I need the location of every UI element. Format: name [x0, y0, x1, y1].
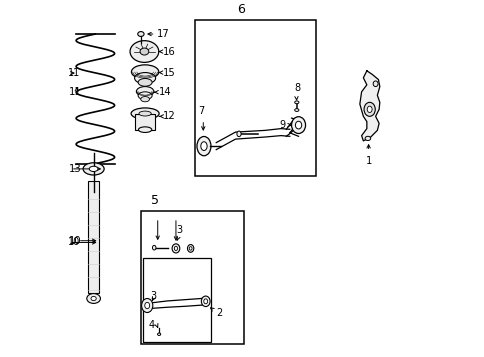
Ellipse shape [197, 136, 211, 156]
Bar [88, 181, 99, 293]
Text: 6: 6 [237, 3, 244, 16]
Ellipse shape [201, 296, 210, 307]
Bar [141, 211, 244, 344]
Bar [135, 114, 154, 130]
Ellipse shape [174, 246, 177, 251]
Ellipse shape [130, 41, 158, 62]
Ellipse shape [138, 127, 151, 132]
Ellipse shape [152, 245, 156, 250]
Text: 4: 4 [148, 321, 154, 331]
Ellipse shape [172, 244, 180, 253]
Ellipse shape [200, 142, 207, 151]
Ellipse shape [141, 298, 152, 312]
Text: 10: 10 [68, 237, 80, 247]
Text: 10: 10 [69, 236, 82, 246]
Polygon shape [359, 71, 379, 141]
Text: 3: 3 [150, 291, 156, 301]
Ellipse shape [294, 101, 298, 104]
Text: 7: 7 [197, 106, 204, 116]
Ellipse shape [236, 131, 241, 137]
Text: 14: 14 [158, 87, 171, 97]
Ellipse shape [136, 86, 153, 96]
Ellipse shape [83, 163, 104, 175]
Text: 15: 15 [162, 67, 175, 77]
Ellipse shape [363, 102, 375, 116]
Ellipse shape [295, 121, 301, 129]
Bar [195, 20, 316, 176]
Text: 11: 11 [69, 87, 82, 97]
Ellipse shape [140, 96, 149, 102]
Ellipse shape [366, 106, 371, 112]
Text: 8: 8 [293, 83, 300, 93]
Text: 12: 12 [163, 111, 176, 121]
Ellipse shape [138, 92, 152, 100]
Text: 3: 3 [176, 226, 182, 236]
Ellipse shape [140, 48, 149, 55]
Ellipse shape [135, 72, 155, 84]
Text: 1: 1 [364, 156, 371, 166]
Ellipse shape [137, 31, 144, 36]
Ellipse shape [203, 299, 207, 304]
Ellipse shape [294, 109, 298, 111]
Ellipse shape [157, 333, 160, 336]
Bar [142, 258, 211, 342]
Ellipse shape [364, 136, 370, 141]
Text: 2: 2 [216, 308, 222, 318]
Ellipse shape [139, 111, 151, 116]
Ellipse shape [131, 108, 159, 119]
Text: 9: 9 [278, 120, 285, 130]
Ellipse shape [87, 293, 100, 303]
Ellipse shape [372, 81, 378, 86]
Text: 11: 11 [68, 68, 80, 78]
Ellipse shape [189, 247, 192, 250]
Ellipse shape [144, 302, 150, 309]
Ellipse shape [138, 79, 152, 86]
Text: 5: 5 [151, 194, 159, 207]
Text: 17: 17 [157, 29, 169, 39]
Text: 13: 13 [69, 164, 82, 174]
Ellipse shape [89, 166, 98, 171]
Ellipse shape [91, 296, 96, 301]
Ellipse shape [187, 245, 194, 252]
Text: 16: 16 [163, 46, 176, 56]
Ellipse shape [131, 65, 158, 79]
Ellipse shape [291, 117, 305, 134]
